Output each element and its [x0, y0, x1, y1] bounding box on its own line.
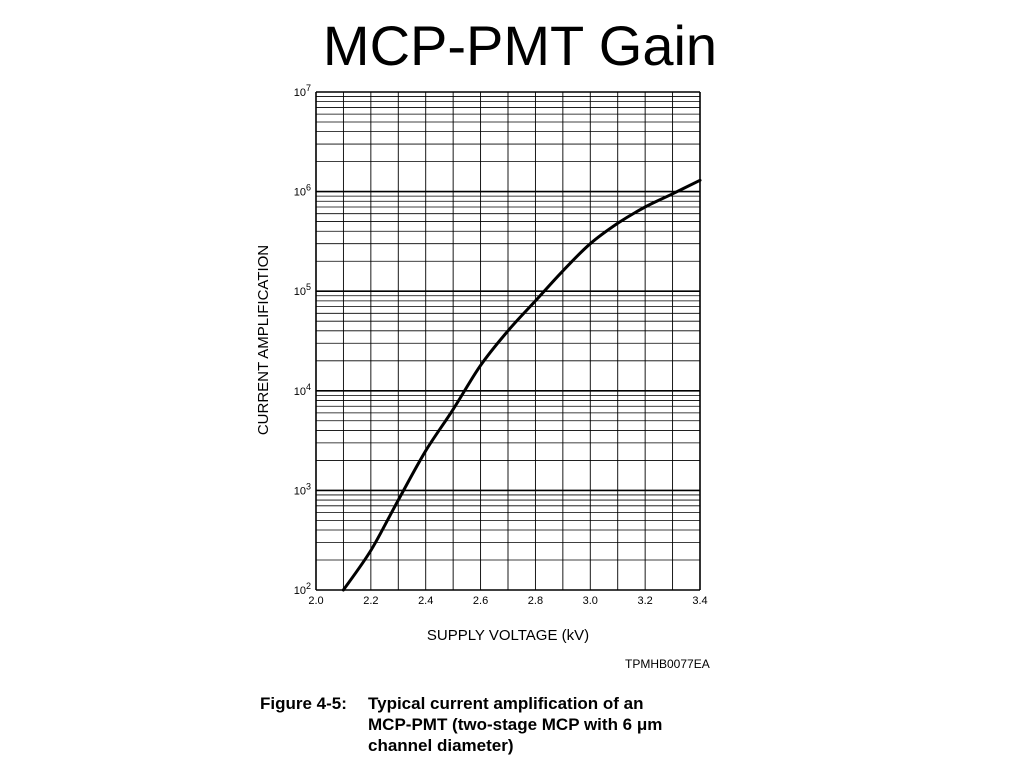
y-tick-label: 107 [294, 83, 311, 99]
y-tick-label: 103 [294, 481, 311, 497]
x-tick-label: 3.4 [692, 595, 707, 607]
y-tick-label: 105 [294, 282, 311, 298]
curve-layer [341, 178, 702, 592]
caption-line: MCP-PMT (two-stage MCP with 6 μm [368, 715, 663, 734]
y-axis-label: CURRENT AMPLIFICATION [255, 245, 272, 435]
minor-grid [316, 92, 700, 590]
x-axis-label: SUPPLY VOLTAGE (kV) [427, 627, 589, 644]
caption-line: Typical current amplification of an [368, 694, 644, 713]
y-tick-label: 106 [294, 183, 311, 199]
major-grid [315, 91, 701, 591]
axis-labels: SUPPLY VOLTAGE (kV) CURRENT AMPLIFICATIO… [255, 245, 589, 644]
y-tick-label: 102 [294, 581, 311, 597]
x-tick-label: 2.8 [528, 595, 543, 607]
slide-title: MCP-PMT Gain [322, 14, 718, 77]
x-tick-label: 2.4 [418, 595, 433, 607]
x-tick-label: 3.0 [583, 595, 598, 607]
gain-chart: 2.0 2.2 2.4 2.6 2.8 3.0 3.2 3.4 102 103 104 105 106 1… [255, 83, 708, 644]
x-tick-label: 2.6 [473, 595, 488, 607]
figure-code: TPMHB0077EA [625, 657, 710, 671]
caption-label: Figure 4-5: [260, 694, 347, 713]
x-tick-label: 3.2 [637, 595, 652, 607]
tick-labels: 2.0 2.2 2.4 2.6 2.8 3.0 3.2 3.4 102 103 104 105 106 1… [294, 83, 708, 607]
x-tick-label: 2.0 [308, 595, 323, 607]
y-tick-label: 104 [294, 382, 311, 398]
caption-line: channel diameter) [368, 736, 514, 755]
x-tick-label: 2.2 [363, 595, 378, 607]
gain-curve [341, 178, 702, 592]
